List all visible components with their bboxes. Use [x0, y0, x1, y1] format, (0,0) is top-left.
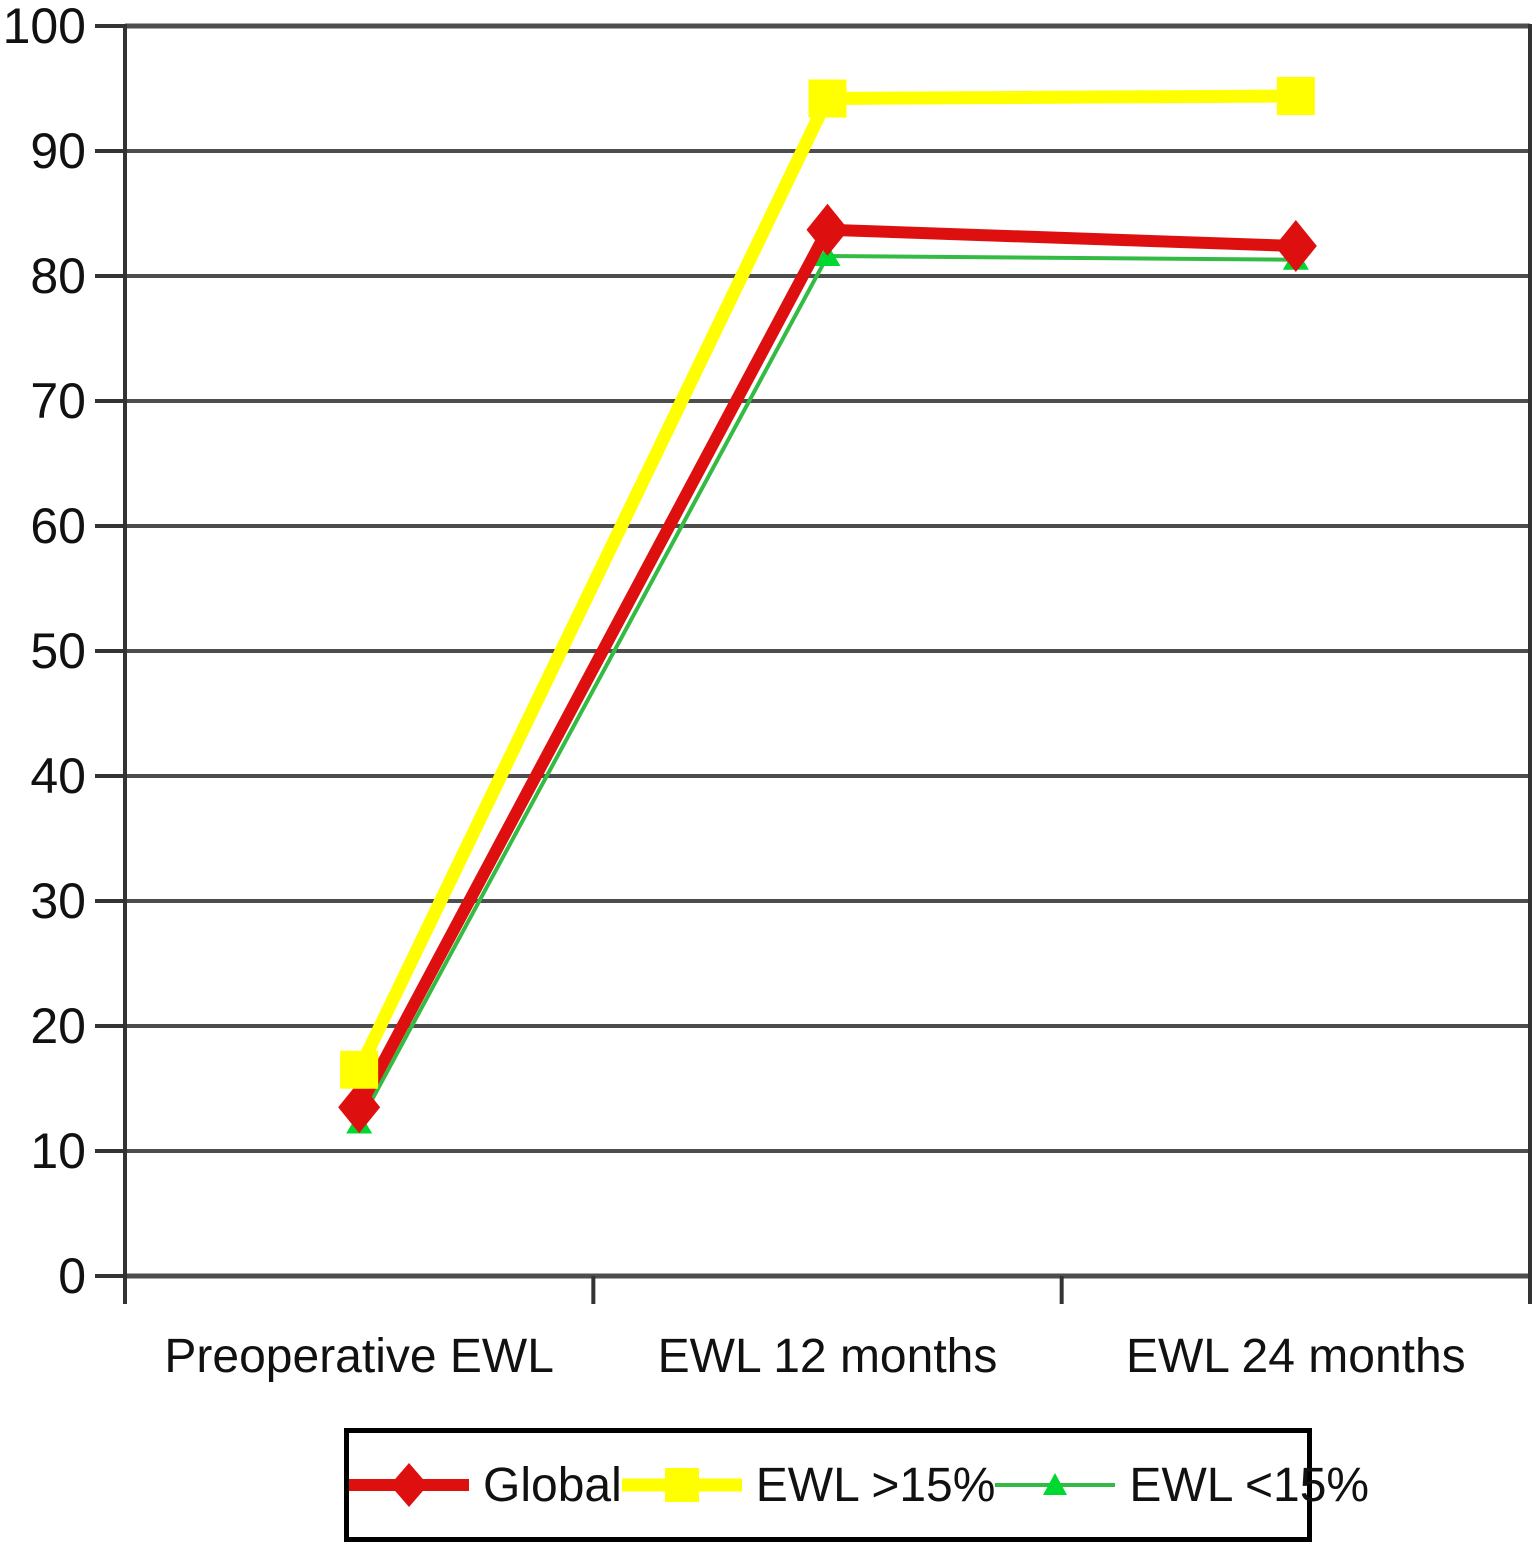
y-tick-label: 70	[30, 373, 86, 429]
y-tick-label: 10	[30, 1123, 86, 1179]
legend-label: Global	[483, 1458, 622, 1512]
legend-item-ewl-15-: EWL >15%	[621, 1455, 996, 1515]
y-tick-label: 100	[3, 0, 86, 54]
diamond-marker	[338, 1081, 381, 1134]
square-marker	[340, 1050, 379, 1089]
y-tick-label: 60	[30, 498, 86, 554]
plot-area: 0 10 20 30 40 50 60 70 80 90 100 Preoperative EWL EW…	[3, 0, 1532, 1383]
square-legend-key-icon	[621, 1468, 742, 1502]
diamond-marker	[806, 203, 849, 256]
x-category-label: EWL 12 months	[658, 1330, 998, 1383]
series-line-global	[353, 223, 1297, 1111]
legend-label: EWL <15%	[1129, 1458, 1370, 1512]
x-category-label: Preoperative EWL	[164, 1330, 554, 1383]
y-tick-label: 40	[30, 748, 86, 804]
square-marker	[808, 79, 847, 118]
x-category-label: EWL 24 months	[1126, 1330, 1466, 1383]
square-marker	[1276, 77, 1315, 115]
y-tick-label: 0	[58, 1248, 86, 1304]
y-tick-label: 50	[30, 623, 86, 679]
series-line-ewl-15-	[357, 253, 1296, 1125]
diamond-legend-key-icon	[349, 1463, 469, 1507]
legend-item-ewl-15-: EWL <15%	[995, 1455, 1369, 1515]
chart-legend: Global EWL >15% EWL <15%	[344, 1428, 1369, 1542]
y-tick-label: 30	[30, 873, 86, 929]
triangle-legend-key-icon	[995, 1473, 1116, 1495]
y-tick-label: 80	[30, 248, 86, 304]
y-tick-label: 20	[30, 998, 86, 1054]
y-tick-label: 90	[30, 123, 86, 179]
legend-label: EWL >15%	[755, 1458, 996, 1512]
legend-item-global: Global	[349, 1455, 622, 1515]
diamond-marker	[1274, 220, 1317, 272]
